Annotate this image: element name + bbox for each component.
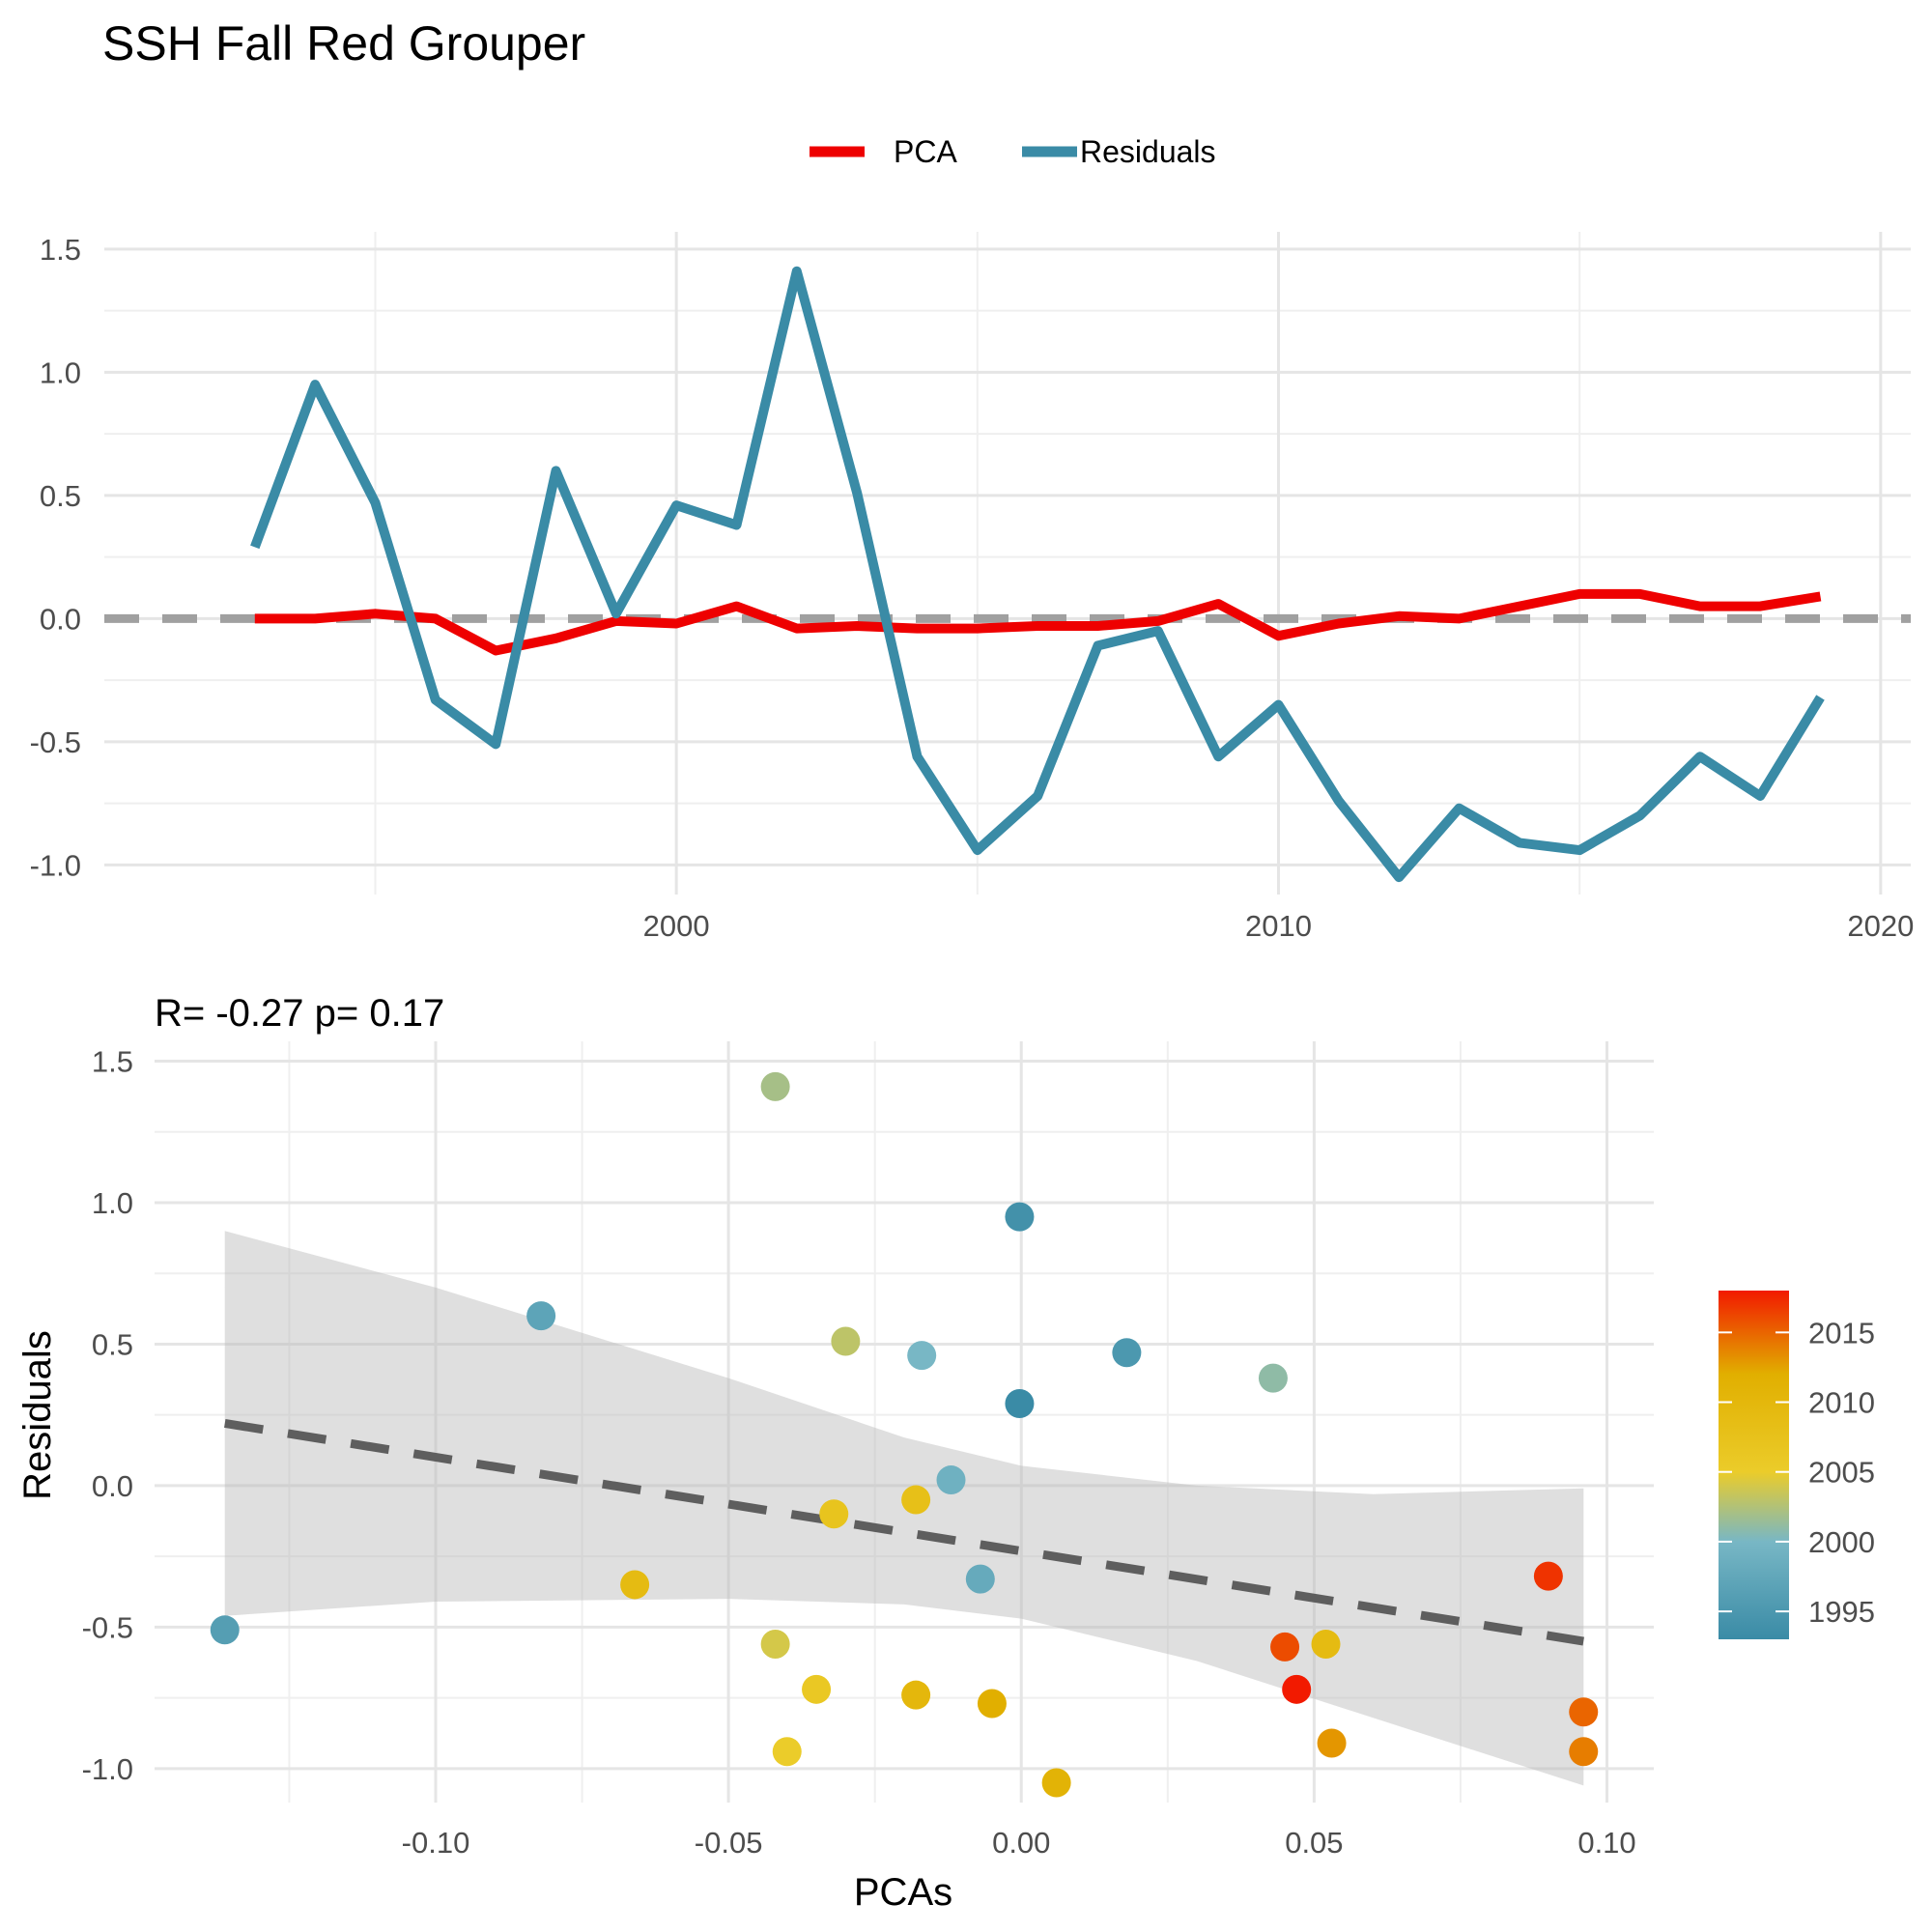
scatter-point [1041,1768,1071,1798]
y-tick-label: 1.0 [40,355,81,389]
scatter-point [901,1485,931,1515]
scatter-point [1005,1388,1035,1418]
x-tick-label: 2000 [643,909,710,943]
y-tick-label: -0.5 [82,1610,133,1644]
colorbar-tick-label: 2000 [1808,1525,1875,1559]
scatter-point [1311,1629,1341,1659]
scatter-point [901,1680,931,1710]
regression-line [224,1419,1584,1646]
colorbar-tick-label: 2005 [1808,1456,1875,1490]
y-tick-label: 1.5 [92,1045,133,1079]
x-tick-label: 2020 [1847,909,1914,943]
scatter-point [1533,1561,1563,1591]
y-tick-label: 1.5 [40,233,81,267]
legend: PCA Residuals [810,134,1216,169]
legend-label-pca: PCA [894,134,957,169]
scatter-point [831,1326,861,1356]
scatter-point [1569,1737,1599,1767]
colorbar-tick-label: 1995 [1808,1595,1875,1629]
scatter-point [936,1465,966,1495]
x-tick-label: 0.10 [1577,1826,1635,1860]
y-tick-label: -0.5 [30,725,81,759]
scatter-point [772,1737,802,1767]
scatter-point [1569,1697,1599,1727]
y-tick-label: 0.0 [40,602,81,636]
scatter-point [1270,1632,1300,1662]
scatter-point [1258,1363,1288,1393]
scatter-point [620,1570,650,1600]
time-series-plot: 1.5 1.0 0.5 0.0 -0.5 -1.0 2000 2010 2020 [30,232,1914,943]
scatter-point [210,1615,240,1645]
colorbar-gradient [1719,1291,1789,1639]
scatter-point [526,1301,556,1331]
x-tick-label: -0.10 [402,1826,470,1860]
scatter-point [965,1564,995,1594]
x-tick-label: 0.00 [992,1826,1050,1860]
series-line-residuals [250,266,1825,883]
scatter-point [1112,1338,1142,1368]
scatter-point [760,1071,790,1101]
scatter-point [802,1674,832,1704]
y-tick-label: 0.5 [92,1327,133,1361]
colorbar-tick-label: 2015 [1808,1316,1875,1350]
x-tick-label: 0.05 [1285,1826,1343,1860]
scatter-point [1317,1728,1347,1758]
y-tick-label: -1.0 [30,848,81,882]
y-tick-label: 0.5 [40,479,81,513]
x-axis-title: PCAs [854,1871,952,1914]
y-tick-label: -1.0 [82,1752,133,1786]
x-tick-label: 2010 [1245,909,1312,943]
y-tick-label: 1.0 [92,1186,133,1220]
y-axis-title: Residuals [16,1330,59,1500]
scatter-plot: 1.5 1.0 0.5 0.0 -0.5 -1.0 -0.10 -0.05 0.00 0.05 0.… [82,1041,1654,1860]
year-colorbar: 2015 2010 2005 2000 1995 [1719,1291,1875,1639]
y-tick-label: 0.0 [92,1469,133,1503]
scatter-point [907,1341,937,1371]
scatter-point [977,1689,1007,1719]
scatter-point [819,1499,849,1529]
scatter-point [760,1629,790,1659]
colorbar-tick-label: 2010 [1808,1386,1875,1420]
x-tick-label: -0.05 [695,1826,763,1860]
scatter-point [1282,1674,1312,1704]
scatter-point [1005,1202,1035,1232]
legend-label-residuals: Residuals [1080,134,1216,169]
chart-title: SSH Fall Red Grouper [102,16,585,71]
correlation-subtitle: R= -0.27 p= 0.17 [155,992,444,1035]
